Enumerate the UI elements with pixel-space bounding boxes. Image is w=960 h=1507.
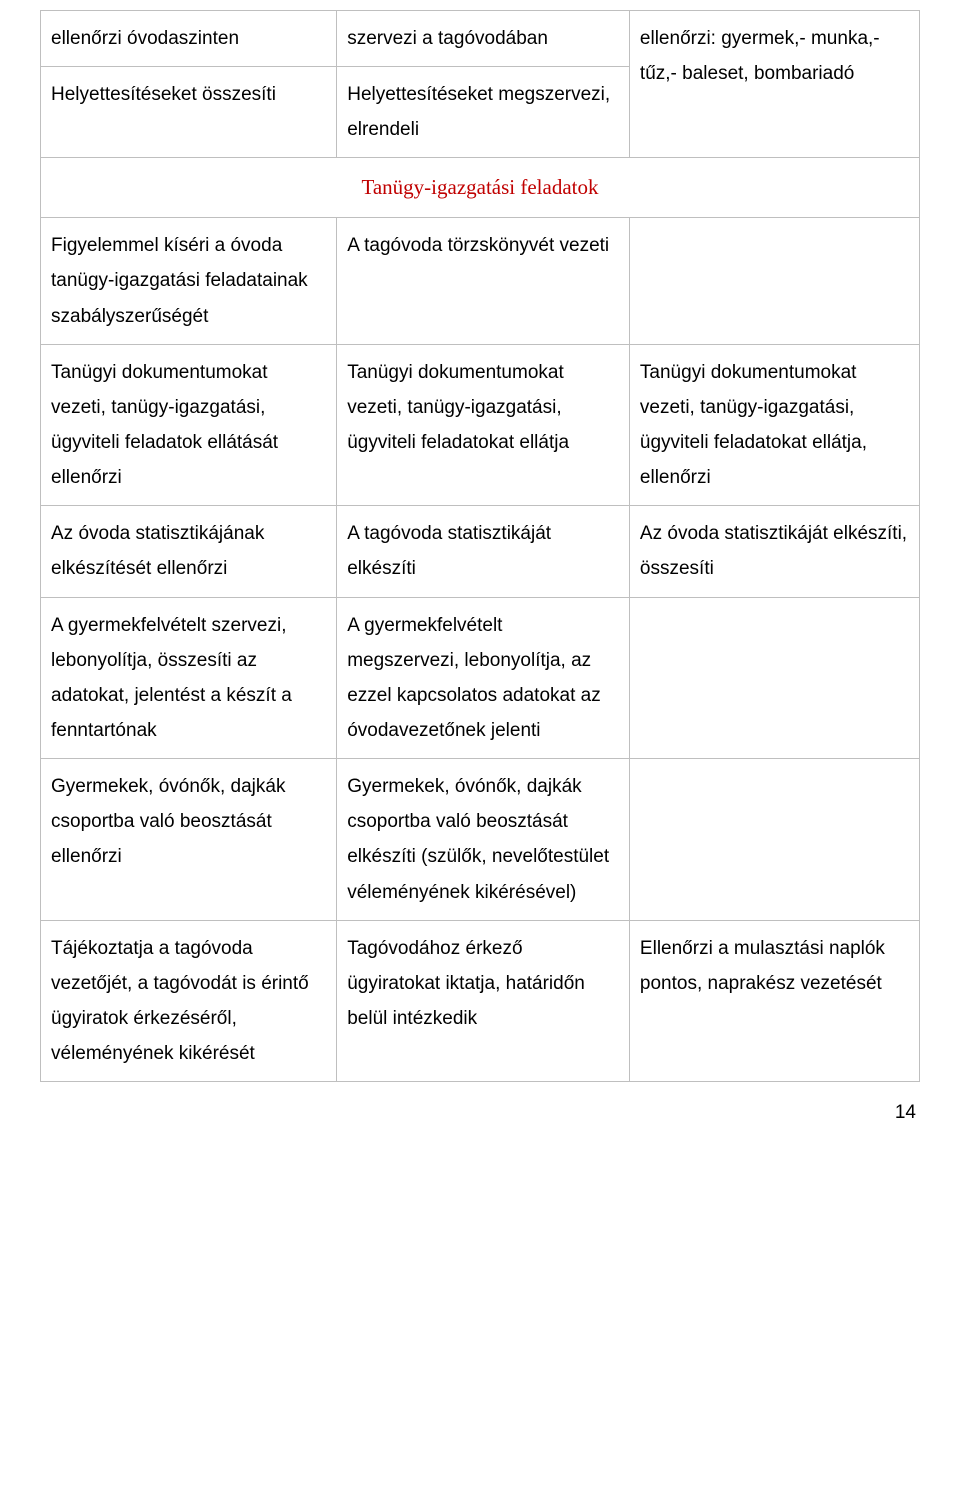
cell: Az óvoda statisztikáját elkészíti, össze…: [629, 506, 919, 597]
table-row: ellenőrzi óvodaszinten szervezi a tagóvo…: [41, 11, 920, 67]
table-row: Figyelemmel kíséri a óvoda tanügy-igazga…: [41, 218, 920, 344]
cell: Tanügyi dokumentumokat vezeti, tanügy-ig…: [629, 344, 919, 506]
section-header: Tanügy-igazgatási feladatok: [41, 158, 920, 218]
cell: Tanügyi dokumentumokat vezeti, tanügy-ig…: [41, 344, 337, 506]
cell: Ellenőrzi a mulasztási naplók pontos, na…: [629, 920, 919, 1082]
table-row: Tájékoztatja a tagóvoda vezetőjét, a tag…: [41, 920, 920, 1082]
cell: ellenőrzi óvodaszinten: [41, 11, 337, 67]
cell: ellenőrzi: gyermek,- munka,- tűz,- bales…: [629, 11, 919, 158]
cell: A tagóvoda törzskönyvét vezeti: [337, 218, 630, 344]
cell: Gyermekek, óvónők, dajkák csoportba való…: [337, 759, 630, 921]
cell: [629, 597, 919, 759]
cell: Tanügyi dokumentumokat vezeti, tanügy-ig…: [337, 344, 630, 506]
cell: Tájékoztatja a tagóvoda vezetőjét, a tag…: [41, 920, 337, 1082]
cell: szervezi a tagóvodában: [337, 11, 630, 67]
table-row: A gyermekfelvételt szervezi, lebonyolítj…: [41, 597, 920, 759]
cell: Helyettesítéseket megszervezi, elrendeli: [337, 67, 630, 158]
cell: A gyermekfelvételt megszervezi, lebonyol…: [337, 597, 630, 759]
cell: Az óvoda statisztikájának elkészítését e…: [41, 506, 337, 597]
section-header-row: Tanügy-igazgatási feladatok: [41, 158, 920, 218]
cell: [629, 218, 919, 344]
tasks-table: ellenőrzi óvodaszinten szervezi a tagóvo…: [40, 10, 920, 1082]
cell: [629, 759, 919, 921]
cell: A tagóvoda statisztikáját elkészíti: [337, 506, 630, 597]
cell: Gyermekek, óvónők, dajkák csoportba való…: [41, 759, 337, 921]
cell: Helyettesítéseket összesíti: [41, 67, 337, 158]
cell: A gyermekfelvételt szervezi, lebonyolítj…: [41, 597, 337, 759]
page-number: 14: [40, 1082, 920, 1124]
table-row: Gyermekek, óvónők, dajkák csoportba való…: [41, 759, 920, 921]
cell: Figyelemmel kíséri a óvoda tanügy-igazga…: [41, 218, 337, 344]
table-row: Az óvoda statisztikájának elkészítését e…: [41, 506, 920, 597]
table-row: Tanügyi dokumentumokat vezeti, tanügy-ig…: [41, 344, 920, 506]
cell: Tagóvodához érkező ügyiratokat iktatja, …: [337, 920, 630, 1082]
